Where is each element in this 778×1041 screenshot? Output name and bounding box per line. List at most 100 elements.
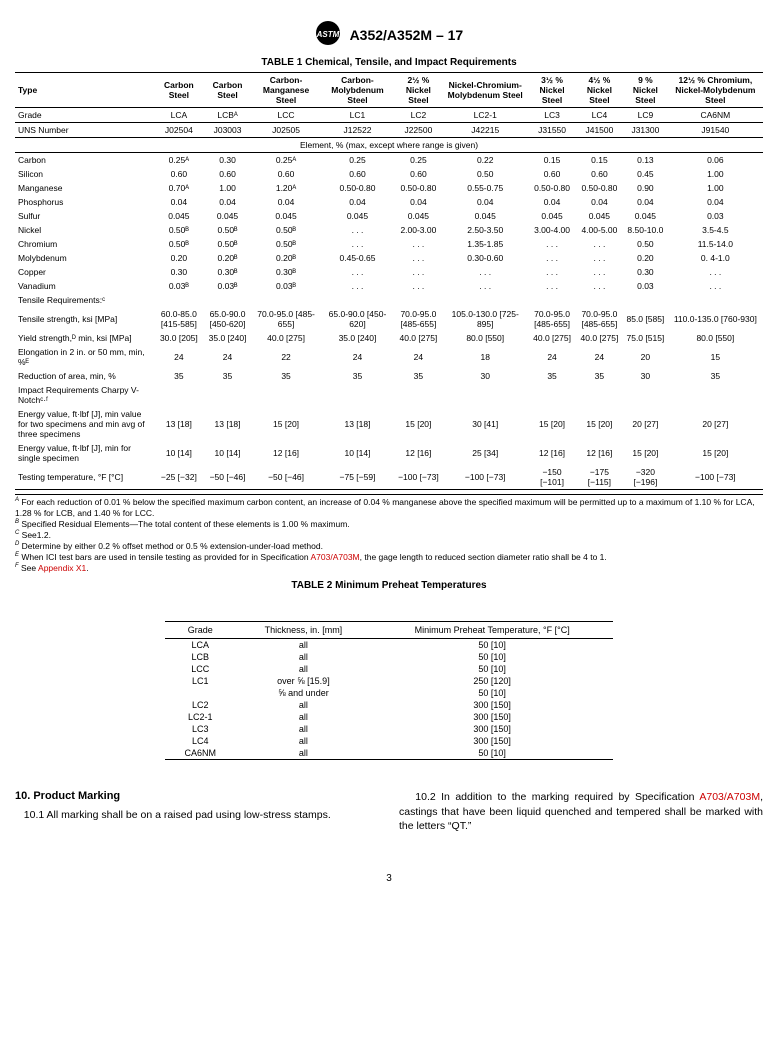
- cell: 8.50-10.0: [623, 223, 668, 237]
- cell: . . .: [395, 251, 442, 265]
- cell: 0.045: [623, 209, 668, 223]
- cell: 0.60: [155, 167, 204, 181]
- cell: 0.04: [252, 195, 320, 209]
- element-header: Element, % (max, except where range is g…: [15, 138, 763, 153]
- cell: 0.045: [395, 209, 442, 223]
- cell: . . .: [395, 279, 442, 293]
- cell: . . .: [668, 279, 763, 293]
- cell: [155, 383, 204, 407]
- cell: . . .: [528, 237, 575, 251]
- uns-label: UNS Number: [15, 123, 155, 138]
- cell: 15 [20]: [252, 407, 320, 441]
- cell: [668, 383, 763, 407]
- cell: 0.50ᴮ: [252, 237, 320, 251]
- cell: 40.0 [275]: [528, 331, 575, 345]
- t2-cell: LC4: [165, 735, 236, 747]
- cell: 0.25: [320, 153, 394, 168]
- t2-cell: all: [236, 651, 371, 663]
- cell: 24: [576, 345, 623, 369]
- cell: 11.5-14.0: [668, 237, 763, 251]
- cell: [155, 293, 204, 307]
- cell: 30: [623, 369, 668, 383]
- cell: 15 [20]: [576, 407, 623, 441]
- cell: 0.45-0.65: [320, 251, 394, 265]
- cell: 30.0 [205]: [155, 331, 204, 345]
- t2-cell: CA6NM: [165, 747, 236, 760]
- cell: 10 [14]: [320, 441, 394, 465]
- cell: 0.06: [668, 153, 763, 168]
- cell: 25 [34]: [442, 441, 528, 465]
- grade-cell: CA6NM: [668, 108, 763, 123]
- cell: 0.30ᴮ: [203, 265, 252, 279]
- cell: 105.0-130.0 [725-895]: [442, 307, 528, 331]
- cell: 3.5-4.5: [668, 223, 763, 237]
- uns-cell: J31550: [528, 123, 575, 138]
- t2-cell: all: [236, 699, 371, 711]
- uns-cell: J03003: [203, 123, 252, 138]
- cell: 60.0-85.0 [415-585]: [155, 307, 204, 331]
- cell: 0.55-0.75: [442, 181, 528, 195]
- t2-cell: LC2: [165, 699, 236, 711]
- t2-cell: 50 [10]: [371, 663, 613, 675]
- footnote-link[interactable]: A703/A703M: [310, 552, 359, 562]
- cell: 0.13: [623, 153, 668, 168]
- cell: 0.25ᴬ: [252, 153, 320, 168]
- row-label: Carbon: [15, 153, 155, 168]
- cell: 12 [16]: [252, 441, 320, 465]
- row-label: Vanadium: [15, 279, 155, 293]
- table2: GradeThickness, in. [mm]Minimum Preheat …: [165, 621, 614, 760]
- cell: . . .: [668, 265, 763, 279]
- cell: 0.045: [252, 209, 320, 223]
- cell: −100 [−73]: [395, 465, 442, 490]
- t2-cell: 300 [150]: [371, 735, 613, 747]
- cell: 0.50ᴮ: [155, 223, 204, 237]
- cell: 85.0 [585]: [623, 307, 668, 331]
- para-10-1: 10.1 All marking shall be on a raised pa…: [15, 808, 379, 822]
- cell: [576, 383, 623, 407]
- cell: 0.20ᴮ: [252, 251, 320, 265]
- cell: 15 [20]: [668, 441, 763, 465]
- uns-cell: J42215: [442, 123, 528, 138]
- cell: 0.15: [528, 153, 575, 168]
- row-label: Testing temperature, °F [°C]: [15, 465, 155, 490]
- row-label: Phosphorus: [15, 195, 155, 209]
- t2-cell: all: [236, 723, 371, 735]
- grade-cell: LCC: [252, 108, 320, 123]
- cell: [528, 383, 575, 407]
- uns-cell: J31300: [623, 123, 668, 138]
- cell: 24: [528, 345, 575, 369]
- grade-cell: LC3: [528, 108, 575, 123]
- cell: 10 [14]: [155, 441, 204, 465]
- table2-title: TABLE 2 Minimum Preheat Temperatures: [15, 580, 763, 591]
- uns-cell: J12522: [320, 123, 394, 138]
- cell: 0.045: [576, 209, 623, 223]
- grade-cell: LC2-1: [442, 108, 528, 123]
- cell: 24: [203, 345, 252, 369]
- cell: 12 [16]: [395, 441, 442, 465]
- cell: −100 [−73]: [442, 465, 528, 490]
- spec-link[interactable]: A703/A703M: [699, 791, 760, 803]
- cell: 0.60: [576, 167, 623, 181]
- document-header: ASTM A352/A352M – 17: [15, 20, 763, 49]
- cell: 24: [320, 345, 394, 369]
- t2-cell: [165, 687, 236, 699]
- cell: 12 [16]: [528, 441, 575, 465]
- cell: 0.30: [203, 153, 252, 168]
- cell: 0.50-0.80: [395, 181, 442, 195]
- t2-cell: 50 [10]: [371, 687, 613, 699]
- astm-logo: ASTM: [315, 20, 341, 49]
- t2-cell: all: [236, 639, 371, 652]
- cell: 0.60: [528, 167, 575, 181]
- t2-cell: all: [236, 663, 371, 675]
- cell: . . .: [320, 223, 394, 237]
- cell: 4.00-5.00: [576, 223, 623, 237]
- cell: . . .: [528, 251, 575, 265]
- t2-cell: 50 [10]: [371, 639, 613, 652]
- footnote-link[interactable]: Appendix X1: [38, 563, 86, 573]
- cell: 20 [27]: [668, 407, 763, 441]
- row-label: Tensile Requirements:ᶜ: [15, 293, 155, 307]
- row-label: Energy value, ft·lbf [J], min value for …: [15, 407, 155, 441]
- cell: 1.35-1.85: [442, 237, 528, 251]
- cell: 15 [20]: [395, 407, 442, 441]
- cell: [395, 383, 442, 407]
